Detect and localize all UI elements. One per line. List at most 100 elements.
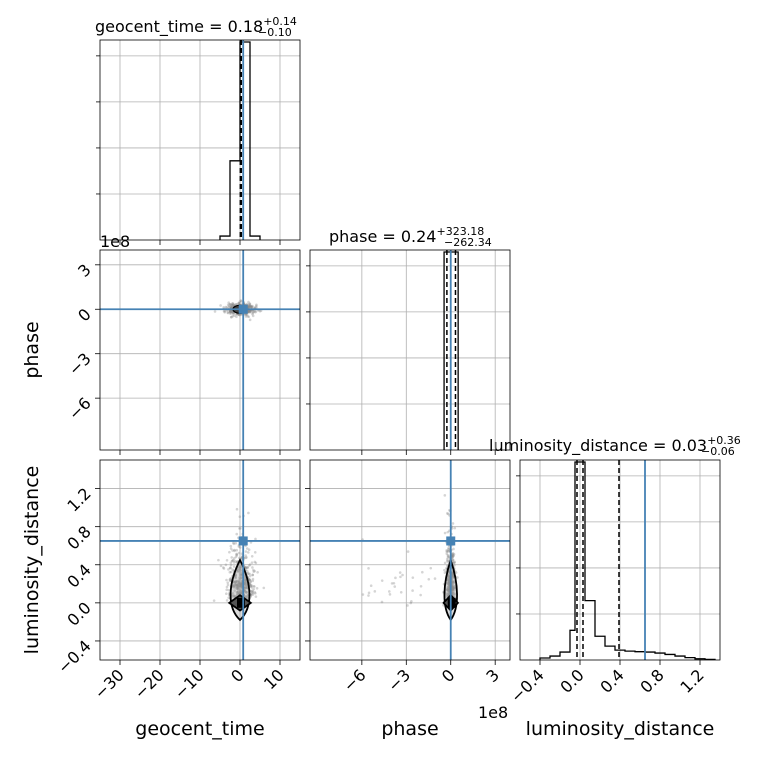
sample-point — [451, 522, 455, 525]
sample-point — [247, 572, 250, 575]
sample-point — [451, 592, 454, 596]
scatter-frame — [309, 459, 511, 661]
sample-point — [226, 581, 230, 584]
sample-point — [235, 590, 239, 594]
sample-point — [245, 302, 249, 306]
sample-point — [230, 559, 234, 563]
title-geocent-time-lower: −0.10 — [258, 26, 292, 39]
sample-point — [238, 589, 242, 593]
sample-point — [229, 305, 233, 309]
xlabel-phase: phase — [381, 718, 438, 740]
sample-point — [228, 312, 232, 315]
sample-point — [248, 563, 252, 566]
sample-point — [237, 584, 240, 588]
sample-point — [251, 577, 255, 581]
scatter-panel-geocent-time-vs-luminosity-distance — [100, 460, 300, 660]
sample-point — [248, 564, 251, 567]
sample-point — [254, 561, 258, 565]
y-phase-tick-label: −6 — [65, 394, 95, 424]
sample-point — [399, 575, 402, 579]
sample-point — [394, 576, 397, 580]
sample-point — [249, 304, 253, 308]
sample-point — [419, 585, 423, 588]
sample-point — [447, 546, 450, 550]
sample-point — [244, 595, 248, 598]
sample-point — [223, 310, 227, 314]
hist-bar — [230, 161, 240, 240]
sample-point — [446, 530, 450, 534]
sample-point — [229, 570, 233, 574]
sample-point — [230, 315, 233, 319]
sample-point — [254, 537, 257, 541]
sample-point — [230, 310, 234, 314]
sample-point — [234, 576, 237, 580]
sample-point — [238, 546, 242, 549]
sample-point — [244, 582, 248, 586]
sample-point — [231, 303, 235, 307]
sample-point — [446, 556, 450, 559]
sample-point — [248, 302, 252, 306]
sample-point — [229, 310, 232, 313]
density-core — [447, 597, 456, 608]
sample-point — [451, 553, 455, 557]
sample-point — [239, 527, 242, 530]
hist-bar — [665, 654, 675, 660]
y-luminosity_distance-tick-label: −0.4 — [54, 636, 95, 677]
sample-point — [451, 573, 455, 577]
sample-point — [238, 567, 242, 570]
sample-point — [367, 567, 370, 570]
sample-point — [219, 304, 222, 307]
sample-point — [248, 304, 252, 308]
sample-point — [361, 593, 365, 596]
sample-point — [247, 304, 251, 308]
sample-point — [235, 532, 239, 536]
sample-point — [250, 305, 254, 309]
sample-point — [445, 593, 449, 596]
truth-marker — [238, 536, 248, 546]
sample-point — [451, 590, 455, 594]
sample-point — [245, 566, 248, 569]
sample-point — [247, 305, 251, 309]
sample-point — [451, 580, 454, 584]
sample-point — [238, 576, 241, 579]
sample-point — [232, 542, 236, 546]
sample-point — [236, 590, 240, 593]
sample-point — [228, 303, 232, 306]
sample-point — [447, 578, 451, 582]
sample-point — [443, 571, 447, 575]
x-geocent_time-tick-label: −30 — [91, 665, 128, 702]
sample-point — [451, 586, 455, 590]
sample-point — [452, 580, 456, 584]
sample-point — [245, 591, 248, 594]
hist-bar — [560, 652, 570, 660]
sample-point — [244, 581, 248, 585]
sample-point — [452, 552, 456, 556]
sample-point — [452, 581, 455, 585]
sample-point — [447, 589, 451, 592]
sample-point — [250, 306, 253, 309]
sample-point — [237, 301, 241, 305]
sample-point — [236, 586, 240, 590]
sample-point — [253, 585, 256, 588]
sample-point — [245, 547, 249, 550]
sample-point — [227, 588, 231, 592]
sample-point — [248, 578, 252, 582]
hist-panel-luminosity-distance — [516, 460, 720, 661]
sample-point — [244, 586, 247, 589]
sample-point — [401, 573, 404, 577]
x-luminosity_distance-tick-label: 0.4 — [596, 665, 627, 696]
y-offset-text-phase: 1e8 — [100, 232, 130, 251]
y-phase-tick-label: 3 — [74, 260, 95, 281]
sample-point — [231, 302, 234, 305]
sample-point — [232, 302, 235, 306]
sample-point — [238, 300, 241, 304]
sample-point — [239, 591, 242, 595]
sample-point — [233, 582, 237, 586]
sample-point — [390, 582, 394, 585]
sample-point — [452, 547, 455, 551]
x-phase-tick-label: −3 — [384, 665, 414, 695]
sample-point — [237, 567, 241, 570]
sample-point — [447, 591, 450, 595]
sample-point — [249, 310, 252, 314]
